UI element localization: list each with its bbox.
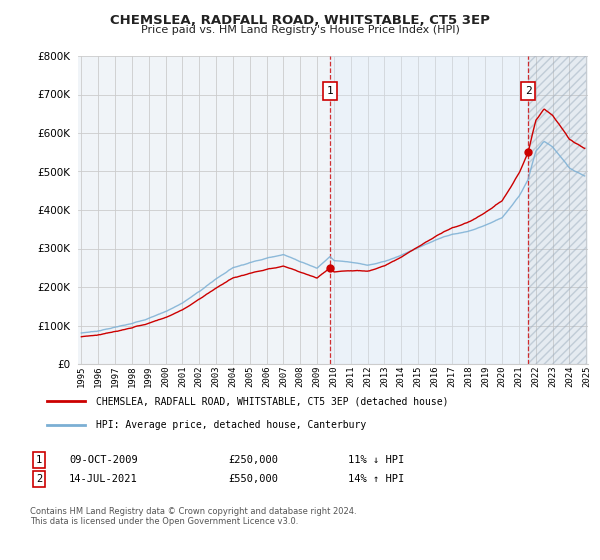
Text: 2: 2 — [36, 474, 42, 484]
Text: 2: 2 — [525, 86, 532, 96]
Text: 11% ↓ HPI: 11% ↓ HPI — [348, 455, 404, 465]
Text: 1: 1 — [36, 455, 42, 465]
Text: CHEMSLEA, RADFALL ROAD, WHITSTABLE, CT5 3EP (detached house): CHEMSLEA, RADFALL ROAD, WHITSTABLE, CT5 … — [96, 396, 449, 407]
Text: CHEMSLEA, RADFALL ROAD, WHITSTABLE, CT5 3EP: CHEMSLEA, RADFALL ROAD, WHITSTABLE, CT5 … — [110, 14, 490, 27]
Text: £550,000: £550,000 — [228, 474, 278, 484]
Text: £250,000: £250,000 — [228, 455, 278, 465]
Bar — [330, 56, 528, 364]
Text: Price paid vs. HM Land Registry's House Price Index (HPI): Price paid vs. HM Land Registry's House … — [140, 25, 460, 35]
Text: HPI: Average price, detached house, Canterbury: HPI: Average price, detached house, Cant… — [96, 419, 367, 430]
Text: 14-JUL-2021: 14-JUL-2021 — [69, 474, 138, 484]
Text: 14% ↑ HPI: 14% ↑ HPI — [348, 474, 404, 484]
Bar — [528, 56, 586, 364]
Text: 09-OCT-2009: 09-OCT-2009 — [69, 455, 138, 465]
Text: Contains HM Land Registry data © Crown copyright and database right 2024.
This d: Contains HM Land Registry data © Crown c… — [30, 507, 356, 526]
Bar — [528, 56, 586, 364]
Text: 1: 1 — [326, 86, 334, 96]
